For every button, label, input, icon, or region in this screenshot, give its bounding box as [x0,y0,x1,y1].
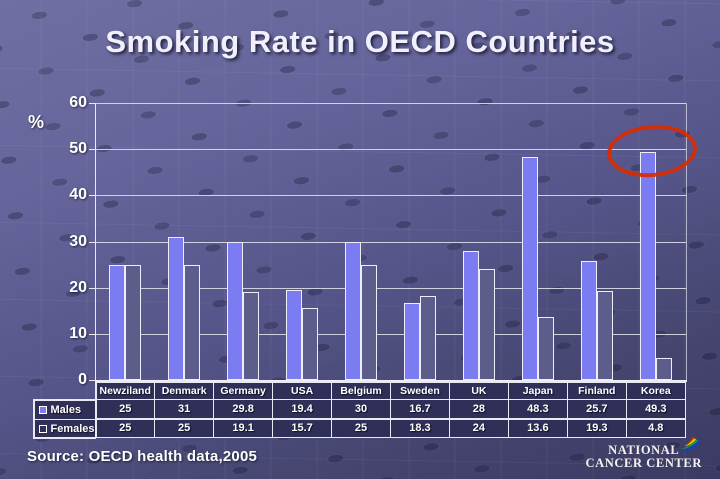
y-tick-label-50: 50 [69,140,87,158]
legend-label-females: Females [50,422,95,435]
table-cell-females-finland: 19.3 [568,419,626,437]
table-cell-males-usa: 19.4 [273,400,331,418]
y-tick-60 [89,103,95,104]
national-cancer-center-label: NATIONAL CANCER CENTER [586,444,703,470]
y-tick-10 [89,333,95,335]
table-header-finland: Finland [568,382,626,399]
table-header-denmark: Denmark [155,382,213,399]
table-cell-males-belgium: 30 [332,400,390,418]
bar-females-newziland [124,264,141,380]
gridline-10 [95,333,686,335]
table-cell-males-germany: 29.8 [214,400,272,418]
y-tick-label-30: 30 [69,232,87,250]
y-tick-label-60: 60 [69,94,87,111]
bar-males-korea [640,152,657,380]
y-tick-30 [89,241,95,243]
y-tick-40 [89,195,95,197]
table-cell-males-denmark: 31 [155,400,213,418]
y-tick-20 [89,287,95,289]
legend-marker-males-icon [38,405,47,414]
table-header-uk: UK [450,382,508,399]
bar-males-newziland [108,264,125,380]
legend-marker-females-icon [38,424,47,433]
gridline-60 [95,103,686,104]
table-cell-females-denmark: 25 [155,419,213,437]
gridline-50 [95,149,686,151]
bar-females-belgium [360,264,377,380]
bar-males-belgium [344,241,361,380]
bar-males-japan [522,157,539,380]
table-cell-males-japan: 48.3 [509,400,567,418]
bar-males-sweden [404,302,421,380]
bar-females-denmark [183,264,200,380]
table-header-korea: Korea [627,382,685,399]
bar-males-uk [463,250,480,380]
data-table: Newziland Denmark Germany USA Belgium Sweden U… [95,381,686,438]
table-cell-females-belgium: 25 [332,419,390,437]
legend-row-males: Males [34,400,95,419]
y-tick-label-10: 10 [69,324,87,342]
table-cell-males-newziland: 25 [96,400,154,418]
y-tick-50 [89,149,95,151]
ncc-line1: NATIONAL [608,443,680,457]
bar-females-japan [538,317,555,380]
table-cell-males-korea: 49.3 [627,400,685,418]
bar-males-usa [285,290,302,380]
table-header-japan: Japan [509,382,567,399]
gridline-40 [95,195,686,197]
bar-males-finland [581,261,598,380]
y-axis-line [95,103,96,381]
slide-title: Smoking Rate in OECD Countries [105,24,615,59]
table-cell-females-sweden: 18.3 [391,419,449,437]
table-header-usa: USA [273,382,331,399]
bar-males-denmark [167,236,184,380]
table-header-sweden: Sweden [391,382,449,399]
table-header-belgium: Belgium [332,382,390,399]
bar-females-germany [242,291,259,380]
bar-females-uk [479,269,496,380]
y-axis-unit-label: % [28,112,45,132]
bar-females-korea [656,357,673,380]
legend-label-males: Males [50,403,82,416]
table-cell-females-japan: 13.6 [509,419,567,437]
table-cell-males-finland: 25.7 [568,400,626,418]
y-tick-label-20: 20 [69,278,87,296]
table-cell-females-newziland: 25 [96,419,154,437]
ncc-line2: CANCER CENTER [585,456,702,470]
bar-females-sweden [420,295,437,380]
table-cell-females-germany: 19.1 [214,419,272,437]
legend-table: Males Females [33,399,96,439]
table-header-newziland: Newziland [96,382,154,399]
table-cell-males-sweden: 16.7 [391,400,449,418]
y-tick-0 [89,380,95,381]
table-cell-females-uk: 24 [450,419,508,437]
table-cell-females-korea: 4.8 [627,419,685,437]
table-header-germany: Germany [214,382,272,399]
bar-males-germany [226,242,243,380]
national-cancer-center-logo-icon [679,437,700,452]
source-caption: Source: OECD health data,2005 [27,448,258,465]
gridline-30 [95,241,686,243]
table-cell-females-usa: 15.7 [273,419,331,437]
bar-females-usa [301,307,318,380]
bar-females-finland [597,290,614,380]
y-tick-label-40: 40 [69,186,87,204]
gridline-20 [95,287,686,289]
table-cell-males-uk: 28 [450,400,508,418]
legend-row-females: Females [34,420,95,437]
plot-right-border [686,103,687,381]
y-tick-label-0: 0 [78,371,87,388]
